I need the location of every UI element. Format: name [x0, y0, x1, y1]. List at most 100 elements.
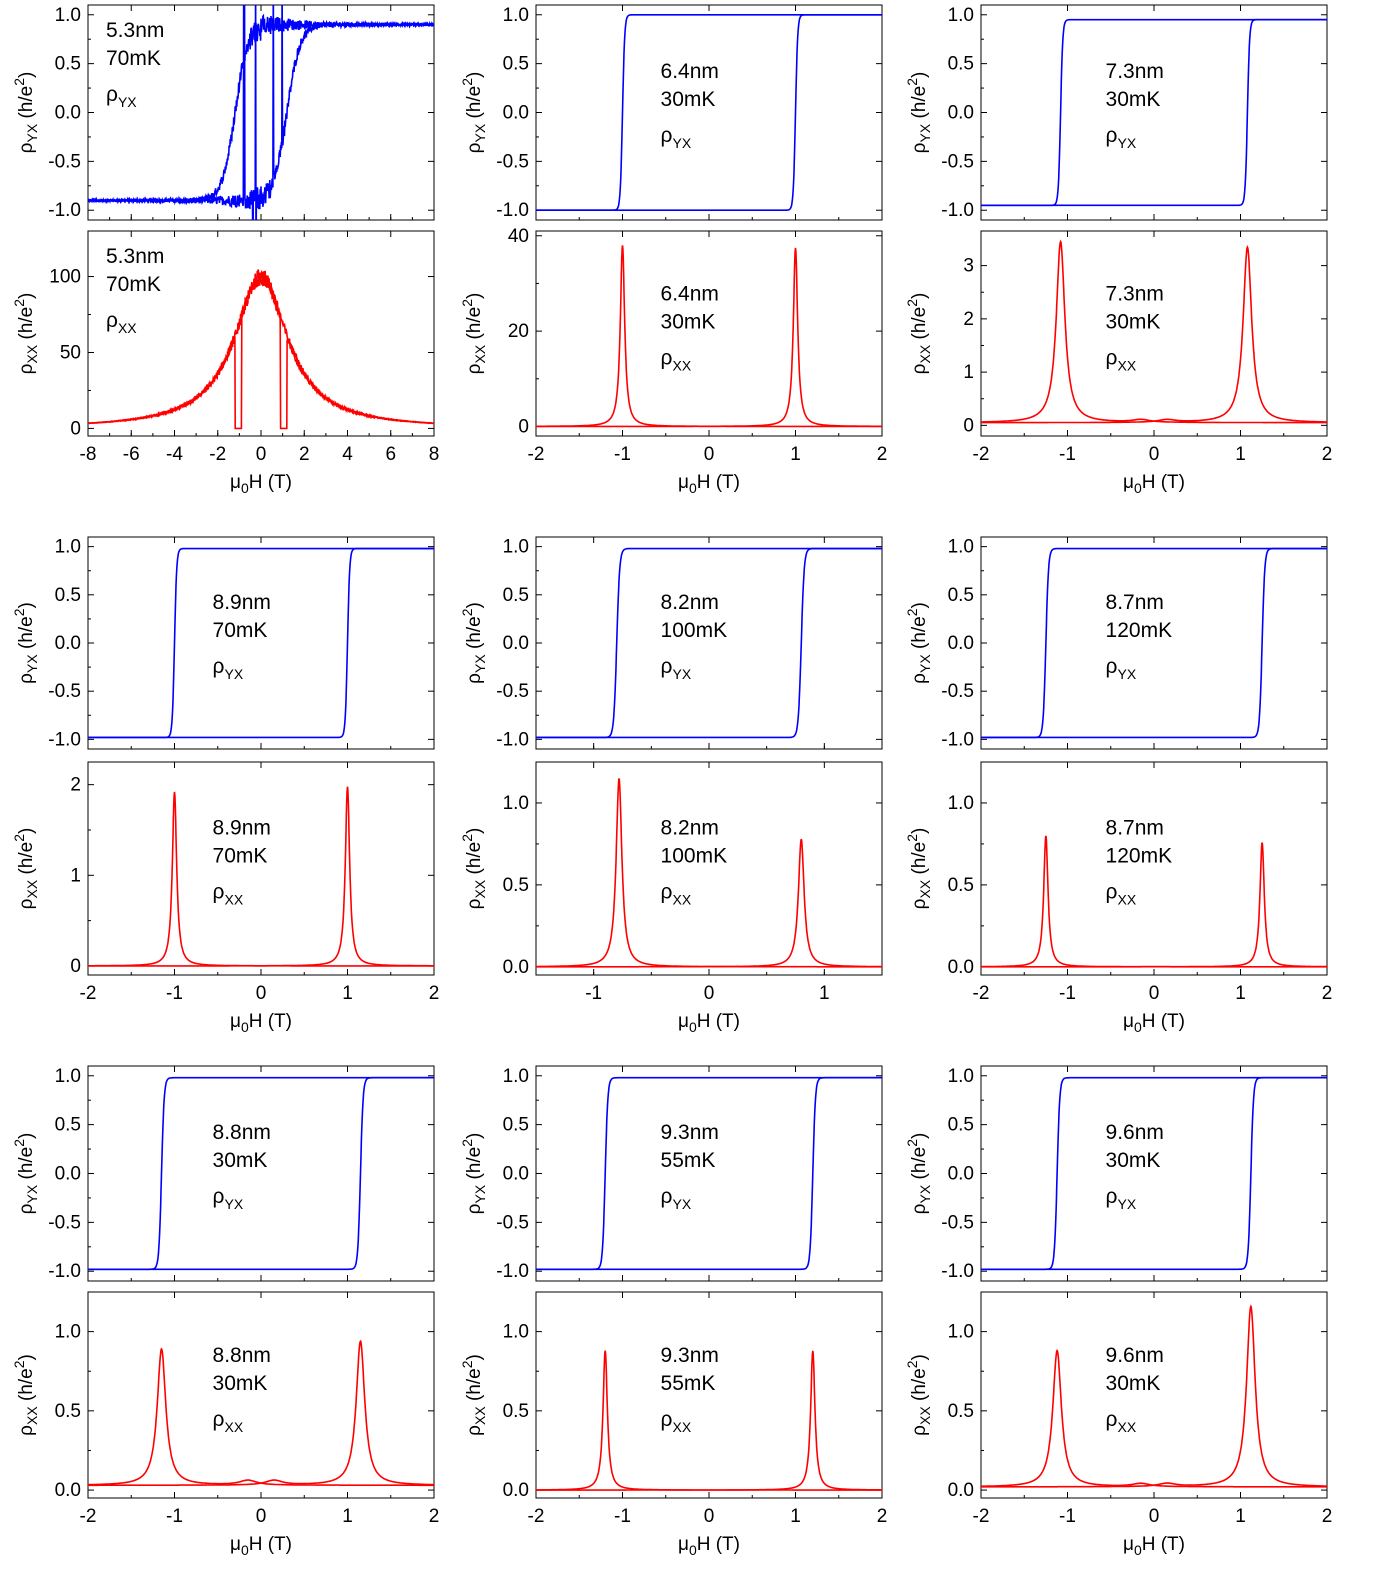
rho_yx-sweep-down-line [88, 547, 434, 739]
temperature-label: 30mK [1106, 88, 1161, 111]
subplot-6-4nm: -1.0 -0.5 0.0 0.5 1.0 ρYX (h/e2) 6.4nm 30mK ρYX 0… [459, 4, 888, 496]
y-tick-label: 0.5 [55, 1115, 81, 1136]
x-tick-label: 2 [877, 444, 888, 465]
x-tick-label: -8 [80, 444, 97, 465]
y-tick-label: 0.0 [503, 1480, 529, 1501]
x-tick-label: 0 [256, 1506, 267, 1527]
temperature-label: 30mK [661, 311, 716, 334]
y-tick-label: -1.0 [941, 729, 974, 750]
y-tick-label: 0 [70, 956, 81, 977]
y-tick-label: -0.5 [941, 681, 974, 702]
y-tick-label: 1 [963, 362, 974, 383]
x-tick-label: 2 [877, 1506, 888, 1527]
y-tick-label: 0.0 [948, 633, 974, 654]
temperature-label: 70mK [213, 844, 268, 867]
rho_yx-panel-frame [535, 536, 883, 750]
x-tick-label: 1 [1235, 983, 1246, 1004]
y-tick-label: -1.0 [496, 1261, 529, 1282]
y-axis-title: ρXX (h/e2) [459, 828, 488, 910]
temperature-label: 30mK [213, 1149, 268, 1172]
sample-thickness-label: 9.3nm [661, 1121, 719, 1144]
y-tick-label: 0.5 [55, 1401, 81, 1422]
y-axis-title: ρYX (h/e2) [904, 1133, 933, 1215]
rho_yx-sweep-up-line [88, 547, 434, 739]
y-tick-label: 0.5 [503, 875, 529, 896]
y-axis-title: ρYX (h/e2) [904, 72, 933, 154]
rho_yx-sweep-down-line [981, 1076, 1327, 1271]
series-label: ρYX [661, 655, 692, 682]
y-tick-label: 0.5 [503, 54, 529, 75]
rho_xx-sweep-down-line [88, 791, 434, 967]
sample-thickness-label: 5.3nm [106, 19, 164, 42]
series-label: ρXX [1106, 880, 1137, 907]
x-tick-label: 1 [342, 1506, 353, 1527]
y-tick-label: 1.0 [948, 793, 974, 814]
rho_yx-sweep-down-line [536, 547, 882, 739]
y-tick-label: -0.5 [941, 1212, 974, 1233]
x-tick-label: 2 [1322, 983, 1333, 1004]
rho_yx-sweep-up-line [981, 18, 1327, 207]
x-tick-label: 2 [1322, 1506, 1333, 1527]
y-tick-label: 1.0 [948, 5, 974, 26]
y-tick-label: 50 [60, 342, 81, 363]
rho_yx-sweep-down-line [536, 14, 882, 211]
x-tick-label: 6 [385, 444, 396, 465]
y-tick-label: 2 [70, 775, 81, 796]
x-axis-title: μ0H (T) [1123, 1011, 1185, 1035]
y-tick-label: 0.5 [503, 1115, 529, 1136]
y-tick-label: 1.0 [503, 1322, 529, 1343]
series-label: ρXX [661, 880, 692, 907]
y-tick-label: 2 [963, 309, 974, 330]
y-tick-label: 0.5 [503, 585, 529, 606]
x-axis-title: μ0H (T) [230, 1534, 292, 1558]
subplot-9-6nm: -1.0 -0.5 0.0 0.5 1.0 ρYX (h/e2) 9.6nm 30mK ρYX 0… [904, 1065, 1333, 1558]
y-axis-title: ρXX (h/e2) [11, 828, 40, 910]
temperature-label: 70mK [213, 619, 268, 642]
x-tick-label: 2 [1322, 444, 1333, 465]
x-tick-label: 1 [1235, 444, 1246, 465]
y-tick-label: 0.5 [948, 875, 974, 896]
y-tick-label: 0.5 [948, 1401, 974, 1422]
x-axis-title: μ0H (T) [1123, 472, 1185, 496]
x-axis-title: μ0H (T) [678, 1534, 740, 1558]
rho_xx-sweep-up-line [88, 786, 434, 967]
x-axis-title: μ0H (T) [1123, 1534, 1185, 1558]
rho_xx-sweep-down-line [536, 245, 882, 428]
sample-thickness-label: 8.9nm [213, 816, 271, 839]
y-tick-label: -1.0 [941, 200, 974, 221]
rho_xx-sweep-up-line [536, 247, 882, 428]
rho_yx-sweep-up-line [88, 1076, 434, 1271]
y-tick-label: 0.0 [948, 103, 974, 124]
x-axis-title: μ0H (T) [230, 1011, 292, 1035]
subplot-8-8nm: -1.0 -0.5 0.0 0.5 1.0 ρYX (h/e2) 8.8nm 30mK ρYX 0… [11, 1065, 440, 1558]
y-axis-title: ρYX (h/e2) [459, 72, 488, 154]
temperature-label: 120mK [1106, 844, 1173, 867]
rho_yx-sweep-up-line [981, 1076, 1327, 1271]
y-tick-label: -1.0 [941, 1261, 974, 1282]
rho_yx-sweep-down-line [88, 1076, 434, 1271]
temperature-label: 100mK [661, 844, 728, 867]
rho_xx-panel-frame [535, 761, 883, 976]
x-tick-label: -2 [209, 444, 226, 465]
temperature-label: 30mK [661, 88, 716, 111]
x-tick-label: 0 [1149, 1506, 1160, 1527]
series-label: ρXX [213, 880, 244, 907]
rho_yx-panel-frame [980, 536, 1328, 750]
sample-thickness-label: 8.9nm [213, 591, 271, 614]
rho_yx-sweep-down-line [981, 547, 1327, 739]
y-tick-label: 0.0 [55, 1480, 81, 1501]
y-tick-label: 1.0 [55, 1066, 81, 1087]
x-tick-label: -1 [1059, 983, 1076, 1004]
x-tick-label: 4 [342, 444, 353, 465]
x-tick-label: 2 [429, 1506, 440, 1527]
y-tick-label: -0.5 [496, 681, 529, 702]
rho_yx-sweep-down-line [981, 18, 1327, 207]
series-label: ρXX [213, 1408, 244, 1435]
sample-thickness-label: 8.2nm [661, 591, 719, 614]
subplot-5-3nm: -1.0 -0.5 0.0 0.5 1.0 ρYX (h/e2) 5.3nm 70mK ρYX 0… [11, 4, 439, 496]
y-axis-title: ρXX (h/e2) [459, 1354, 488, 1436]
x-tick-label: 0 [256, 444, 267, 465]
x-tick-label: 0 [256, 983, 267, 1004]
y-axis-title: ρXX (h/e2) [11, 1354, 40, 1436]
y-axis-title: ρYX (h/e2) [11, 602, 40, 684]
